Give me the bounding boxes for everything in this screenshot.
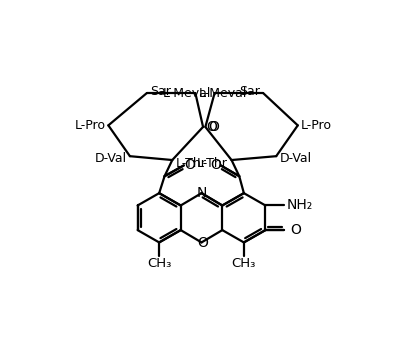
Text: CH₃: CH₃ [147, 258, 171, 271]
Text: D-Val: D-Val [95, 152, 127, 165]
Text: O: O [184, 158, 195, 173]
Text: NH₂: NH₂ [287, 198, 313, 213]
Text: Sar: Sar [239, 85, 260, 98]
Text: L-Meval: L-Meval [198, 86, 247, 100]
Text: O: O [206, 120, 217, 134]
Text: N: N [197, 186, 208, 200]
Text: CH₃: CH₃ [232, 258, 256, 271]
Text: D-Val: D-Val [279, 152, 311, 165]
Text: Sar: Sar [150, 85, 171, 98]
Text: L-Thr: L-Thr [197, 157, 228, 171]
Text: O: O [208, 120, 220, 134]
Text: L-Pro: L-Pro [301, 119, 332, 132]
Text: L-Meval: L-Meval [163, 86, 212, 100]
Text: O: O [290, 223, 301, 237]
Text: O: O [210, 158, 221, 173]
Text: L-Thr: L-Thr [176, 157, 207, 171]
Text: L-Pro: L-Pro [74, 119, 105, 132]
Text: O: O [197, 236, 208, 250]
